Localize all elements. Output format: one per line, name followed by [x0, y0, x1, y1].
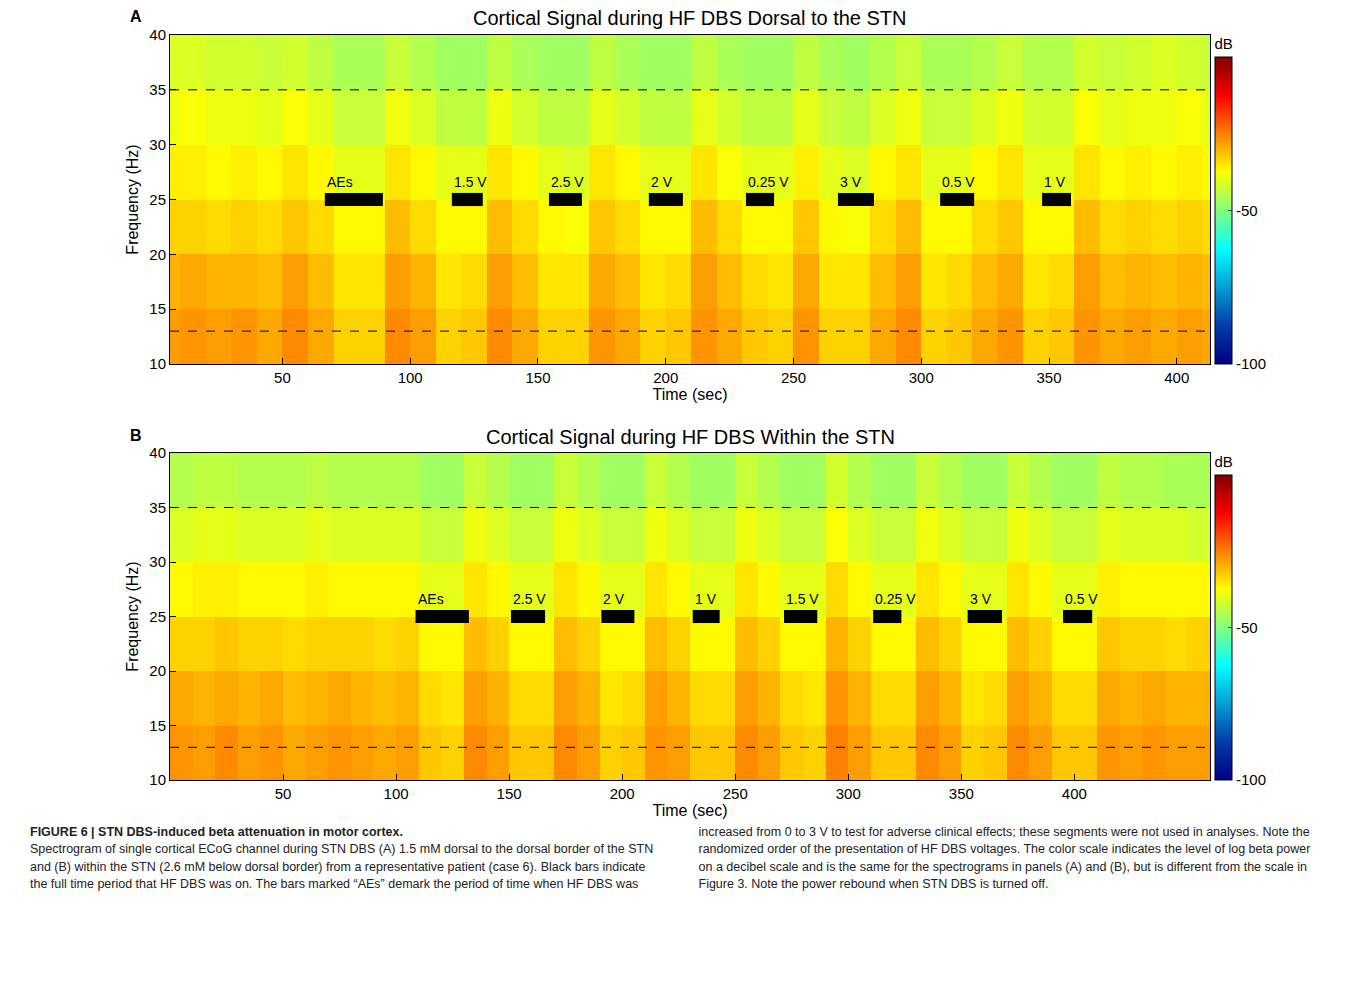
html-text:FIGURE 6 | STN DBS-induced bet: FIGURE 6 | STN DBS-induced beta attenuat… — [30, 825, 403, 839]
svg-text:250: 250 — [723, 785, 748, 802]
svg-text:AEs: AEs — [327, 174, 353, 190]
svg-text:1 V: 1 V — [1044, 174, 1066, 190]
svg-text:-100: -100 — [1236, 771, 1266, 788]
svg-text:15: 15 — [149, 717, 166, 734]
svg-text:0.25 V: 0.25 V — [748, 174, 789, 190]
svg-text:1 V: 1 V — [695, 591, 717, 607]
svg-text:-100: -100 — [1236, 355, 1266, 372]
svg-text:15: 15 — [149, 300, 166, 317]
svg-text:0.25 V: 0.25 V — [875, 591, 916, 607]
svg-text:400: 400 — [1062, 785, 1087, 802]
svg-text:200: 200 — [610, 785, 635, 802]
svg-text:AEs: AEs — [418, 591, 444, 607]
svg-text:Cortical Signal during HF DBS: Cortical Signal during HF DBS Dorsal to … — [473, 7, 907, 29]
svg-text:40: 40 — [149, 444, 166, 461]
svg-text:2.5 V: 2.5 V — [513, 591, 546, 607]
svg-text:150: 150 — [525, 369, 550, 386]
svg-text:150: 150 — [497, 785, 522, 802]
svg-text:dB: dB — [1215, 453, 1233, 470]
svg-text:100: 100 — [384, 785, 409, 802]
svg-text:350: 350 — [1037, 369, 1062, 386]
svg-text:1.5 V: 1.5 V — [786, 591, 819, 607]
svg-text:50: 50 — [274, 369, 291, 386]
svg-text:10: 10 — [149, 771, 166, 788]
html-text:Spectrogram of single cortical: Spectrogram of single cortical ECoG chan… — [30, 825, 1311, 891]
svg-text:300: 300 — [909, 369, 934, 386]
svg-text:Time (sec): Time (sec) — [653, 802, 728, 819]
svg-text:Frequency (Hz): Frequency (Hz) — [124, 144, 141, 254]
svg-text:3 V: 3 V — [970, 591, 992, 607]
svg-text:0.5 V: 0.5 V — [942, 174, 975, 190]
svg-text:100: 100 — [398, 369, 423, 386]
svg-text:2.5 V: 2.5 V — [551, 174, 584, 190]
svg-text:Frequency (Hz): Frequency (Hz) — [124, 561, 141, 671]
svg-text:B: B — [130, 427, 142, 444]
svg-text:400: 400 — [1164, 369, 1189, 386]
svg-text:-50: -50 — [1236, 202, 1258, 219]
svg-text:dB: dB — [1215, 35, 1233, 52]
svg-text:2 V: 2 V — [603, 591, 625, 607]
svg-text:2 V: 2 V — [651, 174, 673, 190]
svg-text:40: 40 — [149, 26, 166, 43]
svg-text:35: 35 — [149, 81, 166, 98]
svg-text:20: 20 — [149, 662, 166, 679]
svg-text:Cortical Signal during HF DBS: Cortical Signal during HF DBS Within the… — [486, 426, 895, 448]
svg-text:10: 10 — [149, 355, 166, 372]
svg-text:300: 300 — [836, 785, 861, 802]
svg-text:30: 30 — [149, 136, 166, 153]
svg-text:25: 25 — [149, 191, 166, 208]
svg-text:25: 25 — [149, 608, 166, 625]
svg-text:30: 30 — [149, 553, 166, 570]
svg-text:200: 200 — [653, 369, 678, 386]
svg-text:A: A — [130, 8, 142, 25]
svg-text:35: 35 — [149, 499, 166, 516]
svg-text:20: 20 — [149, 246, 166, 263]
svg-text:0.5 V: 0.5 V — [1065, 591, 1098, 607]
svg-text:50: 50 — [275, 785, 292, 802]
svg-text:-50: -50 — [1236, 619, 1258, 636]
svg-text:350: 350 — [949, 785, 974, 802]
svg-text:1.5 V: 1.5 V — [454, 174, 487, 190]
svg-text:3 V: 3 V — [840, 174, 862, 190]
svg-text:Time (sec): Time (sec) — [653, 386, 728, 403]
svg-text:250: 250 — [781, 369, 806, 386]
